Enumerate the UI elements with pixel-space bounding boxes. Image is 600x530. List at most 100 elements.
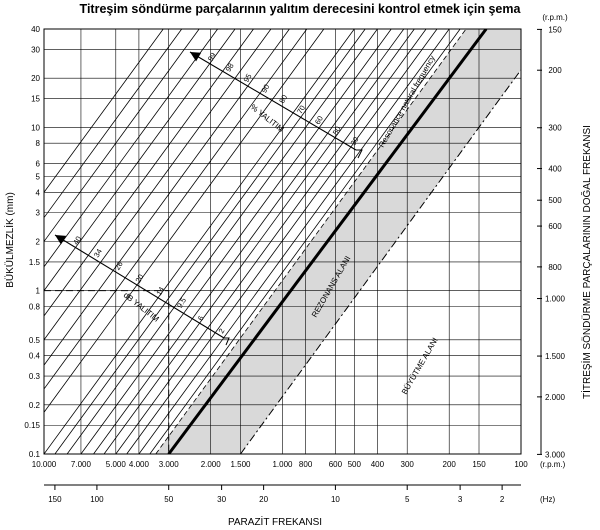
- x-rpm-tick-label: 150: [472, 460, 486, 469]
- y-tick-label: 10: [31, 123, 40, 132]
- right-scale-tick-label: 1.000: [545, 295, 566, 304]
- db-isolation-scale-tick-label: 14: [154, 285, 166, 297]
- x-rpm-unit: (r.p.m.): [540, 460, 566, 469]
- y-tick-label: 0.1: [29, 450, 41, 459]
- right-scale-tick-label: 3.000: [545, 450, 566, 459]
- amplification-zone-boundary: [240, 68, 521, 454]
- y-tick-label: 0.8: [29, 302, 41, 311]
- isolation-line: [44, 29, 183, 219]
- isolation-line: [44, 29, 200, 243]
- chart-title: Titreşim söndürme parçalarının yalıtım d…: [80, 2, 522, 16]
- percent-isolation-scale-tick-label: 50: [331, 125, 343, 137]
- y-tick-label: 1.5: [29, 258, 41, 267]
- resonance-line: [167, 29, 488, 454]
- y-tick-label: 6: [36, 160, 41, 169]
- isolation-line: [44, 29, 254, 317]
- y-tick-label: 8: [36, 139, 41, 148]
- percent-isolation-scale-tick-label: 30: [349, 135, 361, 147]
- y-tick-label: 20: [31, 74, 40, 83]
- x-rpm-tick-label: 4.000: [129, 460, 150, 469]
- x-rpm-tick-label: 300: [401, 460, 415, 469]
- percent-isolation-scale-tick-label: 95: [242, 72, 254, 84]
- x-rpm-tick-label: 500: [348, 460, 362, 469]
- hz-tick-label: 10: [331, 495, 340, 504]
- db-isolation-scale-arrowhead: [55, 235, 67, 245]
- y-tick-label: 1: [36, 287, 41, 296]
- right-scale-tick-label: 500: [548, 196, 562, 205]
- x-rpm-tick-label: 10.000: [32, 460, 57, 469]
- y-axis-title-left: BÜKÜLMEZLİK (mm): [3, 192, 16, 288]
- isolation-line: [115, 29, 427, 454]
- isolation-line: [44, 29, 164, 194]
- isolation-line: [44, 29, 236, 292]
- y-tick-label: 3: [36, 209, 41, 218]
- y-tick-label: 2: [36, 238, 41, 247]
- percent-isolation-scale-arrowhead: [190, 52, 202, 62]
- x-rpm-tick-label: 1.500: [230, 460, 251, 469]
- hz-tick-label: 50: [164, 495, 173, 504]
- isolation-line: [44, 29, 308, 390]
- right-scale-tick-label: 600: [548, 222, 562, 231]
- x-rpm-tick-label: 600: [329, 460, 343, 469]
- percent-isolation-scale-tick-label: 90: [259, 83, 271, 95]
- db-isolation-scale-axis: [54, 234, 225, 339]
- isolation-line: [149, 29, 461, 454]
- x-rpm-tick-label: 2.000: [201, 460, 222, 469]
- right-scale-tick-label: 1.500: [545, 352, 566, 361]
- isolation-line: [44, 29, 325, 413]
- db-isolation-scale-tick-label: 20: [134, 273, 146, 285]
- db-isolation-scale-tick-label: 26: [113, 260, 125, 272]
- x-rpm-tick-label: 5.000: [106, 460, 127, 469]
- hz-tick-label: 2: [500, 495, 505, 504]
- isolation-line: [93, 29, 405, 454]
- isolation-line: [138, 29, 450, 454]
- percent-isolation-scale-tick-label: 99: [206, 51, 218, 63]
- isolation-line: [44, 29, 272, 341]
- db-isolation-scale-tick-label: 9.5: [175, 296, 188, 310]
- plot-frame: [43, 28, 522, 455]
- right-scale-tick-label: 800: [548, 263, 562, 272]
- x-rpm-tick-label: 400: [371, 460, 385, 469]
- isolation-line: [103, 29, 415, 454]
- x-rpm-tick-label: 3.000: [159, 460, 180, 469]
- x-rpm-tick-label: 1.000: [272, 460, 293, 469]
- y-tick-label: 40: [31, 25, 40, 34]
- hz-tick-label: 5: [405, 495, 410, 504]
- x-rpm-tick-label: 800: [299, 460, 313, 469]
- db-isolation-scale-bend: [224, 337, 230, 346]
- isolation-line: [80, 29, 392, 454]
- isolation-line: [44, 29, 355, 454]
- db-isolation-scale-tick-label: 40: [71, 235, 83, 247]
- hz-unit: (Hz): [540, 495, 555, 504]
- y-tick-label: 0.15: [24, 421, 40, 430]
- isolation-line: [66, 29, 378, 454]
- isolation-line: [54, 29, 366, 454]
- x-rpm-tick-label: 7.000: [71, 460, 92, 469]
- right-scale-tick-label: 300: [548, 124, 562, 133]
- hz-tick-label: 30: [217, 495, 226, 504]
- isolation-line: [44, 29, 290, 366]
- percent-isolation-scale-tick-label: 80: [277, 93, 289, 105]
- x-rpm-tick-label: 200: [443, 460, 457, 469]
- right-scale-tick-label: 200: [548, 66, 562, 75]
- percent-isolation-scale-tick-label: 70: [295, 104, 307, 116]
- x-axis-title: PARAZİT FREKANSI: [228, 515, 322, 528]
- y-tick-label: 15: [31, 95, 40, 104]
- y-tick-label: 30: [31, 45, 40, 54]
- y-tick-label: 0.5: [29, 336, 41, 345]
- y-tick-label: 4: [36, 188, 41, 197]
- db-isolation-scale-tick-label: 34: [92, 247, 104, 259]
- amplification-zone-label: BÜYÜTME ALANI: [400, 336, 440, 396]
- hz-tick-label: 20: [259, 495, 268, 504]
- y-tick-label: 0.2: [29, 401, 41, 410]
- right-scale-tick-label: 150: [548, 25, 562, 34]
- right-scale-tick-label: 2.000: [545, 393, 566, 402]
- y-tick-label: 5: [36, 173, 41, 182]
- percent-isolation-scale-tick-label: 60: [313, 114, 325, 126]
- right-scale-tick-label: 400: [548, 165, 562, 174]
- db-isolation-scale-tick-label: 2: [217, 327, 227, 335]
- db-isolation-scale-tick-label: 6: [196, 314, 206, 322]
- percent-isolation-scale-tick-label: 98: [224, 62, 236, 74]
- percent-isolation-label: % YALITIM: [249, 102, 286, 134]
